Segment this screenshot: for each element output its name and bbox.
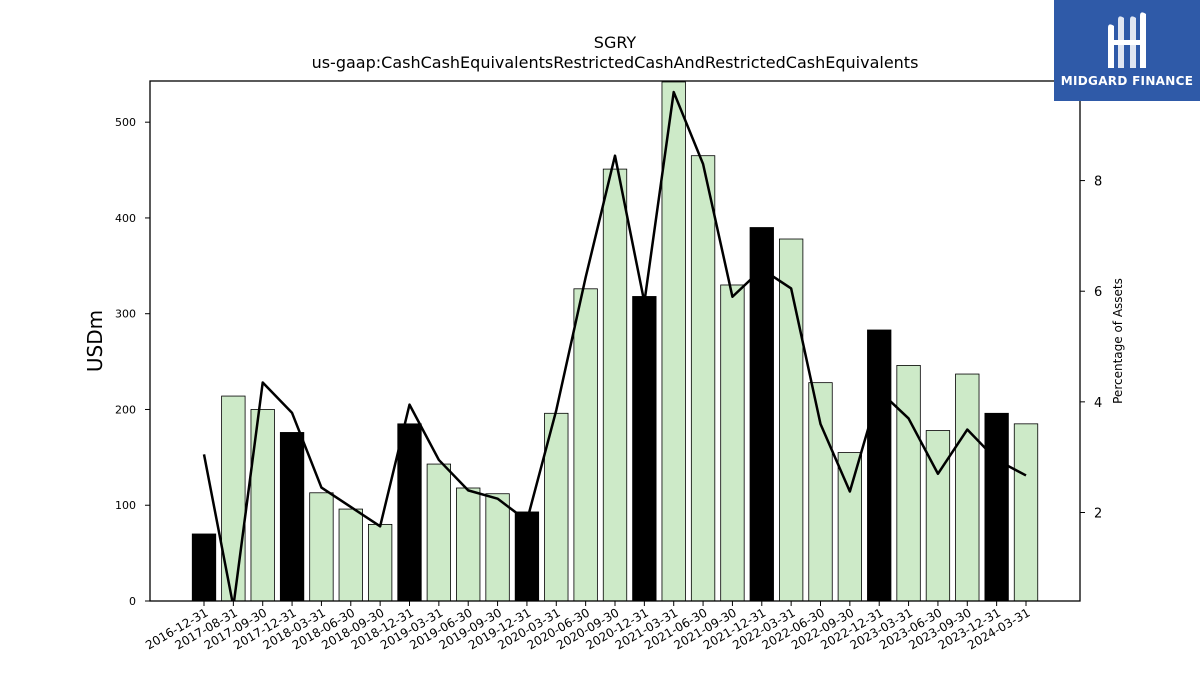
bar-2016-12-31: [191, 533, 217, 602]
brand-logo: MIDGARD FINANCE: [1054, 0, 1200, 101]
bar-2022-06-30: [808, 382, 833, 602]
y2-tick-label-8: 8: [1094, 175, 1102, 190]
y-tick-label-300: 300: [115, 308, 136, 321]
y-tick-label-500: 500: [115, 116, 136, 129]
bar-2023-12-31: [984, 412, 1009, 602]
y2-tick-label-2: 2: [1094, 506, 1102, 521]
bar-2023-09-30: [955, 373, 980, 602]
y2-tick-label-4: 4: [1094, 396, 1102, 411]
y-tick-label-400: 400: [115, 212, 136, 225]
bar-2024-03-31: [1013, 423, 1039, 602]
plot-area: 010020030040050024682016-12-312017-08-31…: [115, 80, 1102, 652]
bar-2023-03-31: [896, 365, 921, 602]
y2-tick-label-6: 6: [1094, 285, 1102, 300]
bar-2021-06-30: [690, 155, 716, 602]
bar-2020-06-30: [573, 288, 598, 602]
brand-logo-text: MIDGARD FINANCE: [1060, 74, 1194, 88]
y-axis-label: USDm: [83, 310, 107, 372]
y2-axis-label: Percentage of Assets: [1111, 278, 1125, 404]
bar-2019-09-30: [485, 493, 510, 602]
bar-2022-12-31: [867, 329, 892, 602]
percentage-line: [202, 90, 1027, 601]
y-tick-label-100: 100: [115, 499, 136, 512]
bar-2020-09-30: [602, 168, 628, 602]
bar-2018-06-30: [338, 508, 363, 602]
chart-title: SGRY: [594, 33, 637, 52]
y-tick-label-200: 200: [115, 403, 136, 416]
bar-2018-03-31: [309, 492, 334, 602]
bar-2018-12-31: [397, 423, 422, 602]
bar-2019-06-30: [456, 487, 481, 602]
bar-2020-12-31: [632, 296, 657, 602]
bar-2018-09-30: [367, 523, 393, 602]
bar-2021-09-30: [720, 284, 745, 602]
midgard-m-logo-icon: [1108, 12, 1146, 68]
bar-2021-12-31: [749, 227, 774, 602]
bar-2019-03-31: [426, 463, 451, 602]
bar-2019-12-31: [514, 511, 540, 602]
bar-2017-12-31: [279, 432, 305, 602]
y-tick-label-0: 0: [129, 595, 136, 608]
chart-subtitle: us-gaap:CashCashEquivalentsRestrictedCas…: [312, 53, 919, 72]
